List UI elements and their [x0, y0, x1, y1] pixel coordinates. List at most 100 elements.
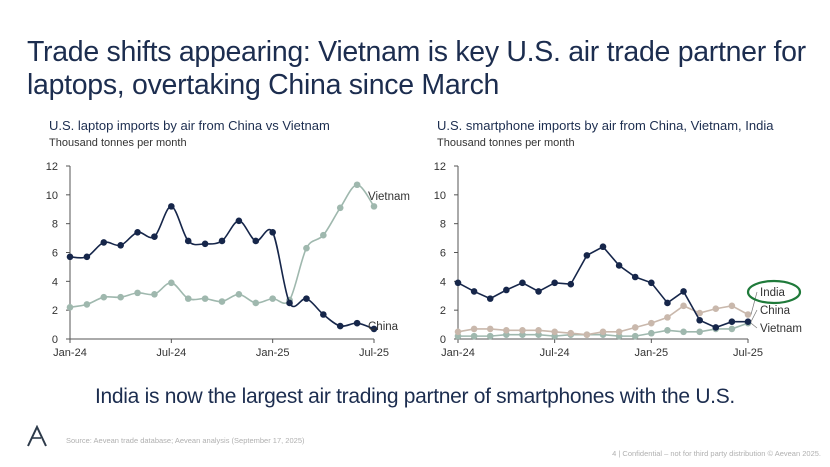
data-point-china: [168, 203, 175, 210]
series-label-vietnam: Vietnam: [760, 323, 802, 335]
data-point-china: [66, 253, 74, 261]
x-tick-label: Jul-24: [540, 347, 570, 359]
data-point-china: [728, 318, 736, 325]
series-line-china: [457, 245, 748, 329]
data-point-vietnam: [83, 301, 91, 308]
data-point-china: [218, 237, 226, 245]
data-point-china: [336, 322, 344, 330]
data-point-vietnam: [486, 332, 494, 340]
data-point-vietnam: [184, 295, 192, 302]
data-point-china: [712, 324, 720, 331]
aevean-logo-icon: [27, 425, 47, 447]
data-point-vietnam: [218, 298, 226, 305]
data-point-vietnam: [100, 293, 108, 301]
data-point-india: [648, 319, 655, 327]
series-label-china: China: [368, 321, 399, 333]
series-label-china: China: [760, 305, 791, 317]
data-point-china: [235, 217, 243, 225]
chart-subtitle: Thousand tonnes per month: [49, 137, 187, 149]
series-label-india: India: [760, 287, 786, 299]
data-point-vietnam: [269, 295, 276, 302]
data-point-vietnam: [728, 325, 736, 333]
laptop-chart-plot: 0 2 4 6 8 10 12 Jan-24 Jul-24 Jan-25 Jul-25 China Vi…: [46, 161, 410, 359]
x-tick-label: Jul-25: [733, 347, 763, 359]
data-point-vietnam: [168, 279, 175, 287]
smartphone-chart-plot: 0 2 4 6 8 10 12 Jan-24 Jul-24 Jan-25 Jul-25 China In…: [434, 161, 802, 359]
data-point-china: [117, 241, 124, 249]
data-point-vietnam: [151, 291, 158, 298]
data-point-china: [519, 279, 526, 287]
data-point-india: [599, 328, 607, 336]
data-point-india: [744, 311, 752, 318]
slide-title: Trade shifts appearing: Vietnam is key U…: [27, 36, 806, 101]
data-point-vietnam: [252, 299, 260, 307]
data-point-vietnam: [353, 181, 361, 189]
x-tick-label: Jul-25: [359, 347, 389, 359]
data-point-china: [303, 295, 310, 302]
data-point-china: [551, 279, 558, 287]
data-point-china: [696, 316, 703, 324]
data-point-china: [151, 233, 158, 240]
data-point-china: [286, 299, 293, 307]
series-label-vietnam: Vietnam: [368, 191, 410, 203]
data-point-vietnam: [696, 328, 703, 336]
data-point-india: [712, 305, 720, 313]
x-tick-label: Jan-24: [441, 347, 475, 359]
data-point-india: [664, 314, 671, 321]
chart-subtitle: Thousand tonnes per month: [437, 137, 575, 149]
data-point-vietnam: [631, 332, 639, 340]
y-tick-label: 4: [52, 276, 58, 288]
data-point-china: [615, 262, 623, 269]
data-point-india: [696, 309, 703, 317]
data-point-india: [454, 328, 462, 336]
data-point-vietnam: [370, 203, 378, 210]
data-point-china: [631, 273, 639, 281]
data-point-china: [320, 311, 327, 318]
data-point-india: [680, 302, 687, 310]
data-point-china: [664, 299, 671, 307]
leader-line: [750, 291, 758, 315]
data-point-china: [100, 239, 108, 246]
india-highlight-circle: [746, 279, 802, 305]
data-point-india: [728, 302, 736, 310]
y-tick-label: 6: [52, 248, 58, 260]
data-point-india: [503, 327, 510, 334]
y-tick-label: 12: [434, 161, 446, 173]
y-tick-label: 10: [434, 190, 446, 202]
data-point-india: [567, 329, 575, 337]
y-tick-label: 2: [440, 305, 446, 317]
y-tick-label: 0: [52, 334, 58, 346]
data-point-china: [744, 318, 752, 325]
data-point-india: [519, 327, 526, 334]
laptop-chart: U.S. laptop imports by air from China vs…: [46, 118, 419, 359]
data-point-china: [201, 240, 209, 248]
data-point-china: [599, 243, 607, 251]
data-point-china: [535, 288, 542, 295]
data-point-china: [486, 295, 494, 302]
chart-title: U.S. laptop imports by air from China vs…: [49, 118, 330, 133]
y-tick-label: 0: [440, 334, 446, 346]
data-point-vietnam: [648, 329, 655, 337]
y-tick-label: 2: [52, 305, 58, 317]
y-tick-label: 6: [440, 248, 446, 260]
data-point-vietnam: [201, 295, 209, 302]
x-tick-label: Jan-24: [53, 347, 87, 359]
chart-title: U.S. smartphone imports by air from Chin…: [437, 118, 774, 133]
data-point-india: [470, 325, 478, 333]
y-tick-label: 8: [440, 219, 446, 231]
x-tick-label: Jan-25: [635, 347, 669, 359]
leader-line: [750, 322, 758, 329]
data-point-india: [535, 327, 542, 334]
data-point-vietnam: [664, 327, 671, 334]
data-point-india: [631, 324, 639, 331]
data-point-vietnam: [66, 303, 74, 311]
y-tick-label: 10: [46, 190, 58, 202]
data-point-china: [134, 229, 141, 236]
y-tick-label: 8: [52, 219, 58, 231]
data-point-india: [615, 328, 623, 336]
data-point-china: [83, 253, 91, 261]
data-point-china: [269, 229, 276, 236]
data-point-vietnam: [303, 244, 310, 252]
data-point-vietnam: [336, 204, 344, 212]
x-tick-label: Jul-24: [156, 347, 186, 359]
